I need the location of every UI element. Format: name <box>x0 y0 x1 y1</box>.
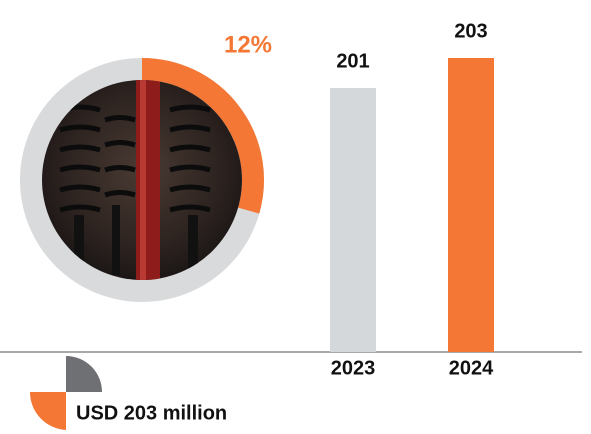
x-tick-label: 2024 <box>449 357 494 379</box>
value-label: 203 <box>454 20 487 42</box>
bar-chart: 201 2023 203 2024 <box>330 20 494 379</box>
x-tick-label: 2023 <box>331 357 376 379</box>
bar <box>330 88 376 352</box>
icon-gray <box>66 356 102 392</box>
bar <box>448 58 494 352</box>
photo <box>42 80 242 280</box>
donut-highlight <box>141 58 264 214</box>
icon-orange <box>29 392 66 430</box>
value-label: 201 <box>336 50 369 72</box>
caption: USD 203 million <box>76 402 227 424</box>
share-label: 12% <box>224 31 272 58</box>
